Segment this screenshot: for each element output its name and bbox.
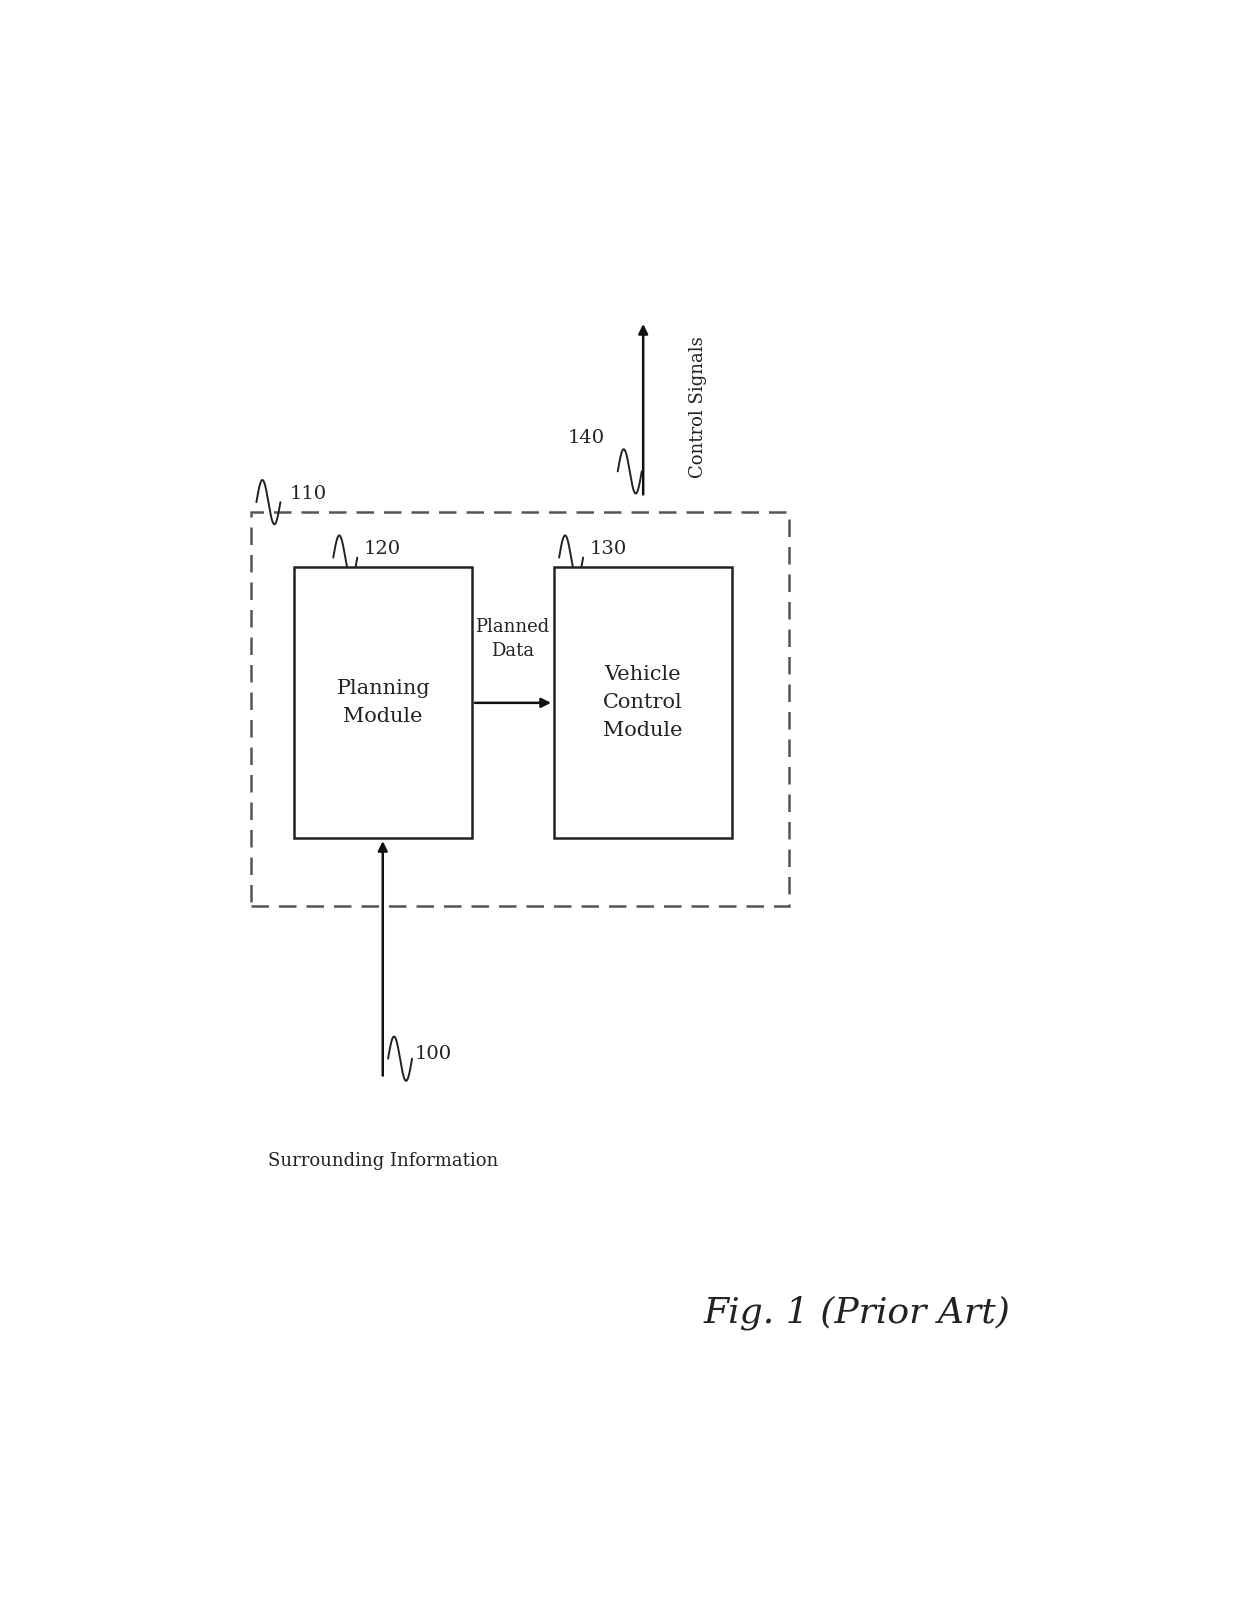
Text: Surrounding Information: Surrounding Information — [268, 1153, 498, 1170]
Text: 110: 110 — [290, 484, 326, 502]
Text: Vehicle
Control
Module: Vehicle Control Module — [603, 665, 682, 740]
Bar — [250, 512, 790, 907]
Text: Planning
Module: Planning Module — [336, 680, 430, 726]
Bar — [554, 568, 732, 838]
Text: 120: 120 — [363, 540, 401, 558]
Text: Planned
Data: Planned Data — [475, 619, 549, 660]
Text: 130: 130 — [589, 540, 626, 558]
Text: Fig. 1 (Prior Art): Fig. 1 (Prior Art) — [703, 1295, 1009, 1330]
Text: Control Signals: Control Signals — [689, 336, 707, 478]
Bar — [294, 568, 472, 838]
Text: 100: 100 — [414, 1044, 451, 1063]
Text: 140: 140 — [568, 429, 605, 448]
